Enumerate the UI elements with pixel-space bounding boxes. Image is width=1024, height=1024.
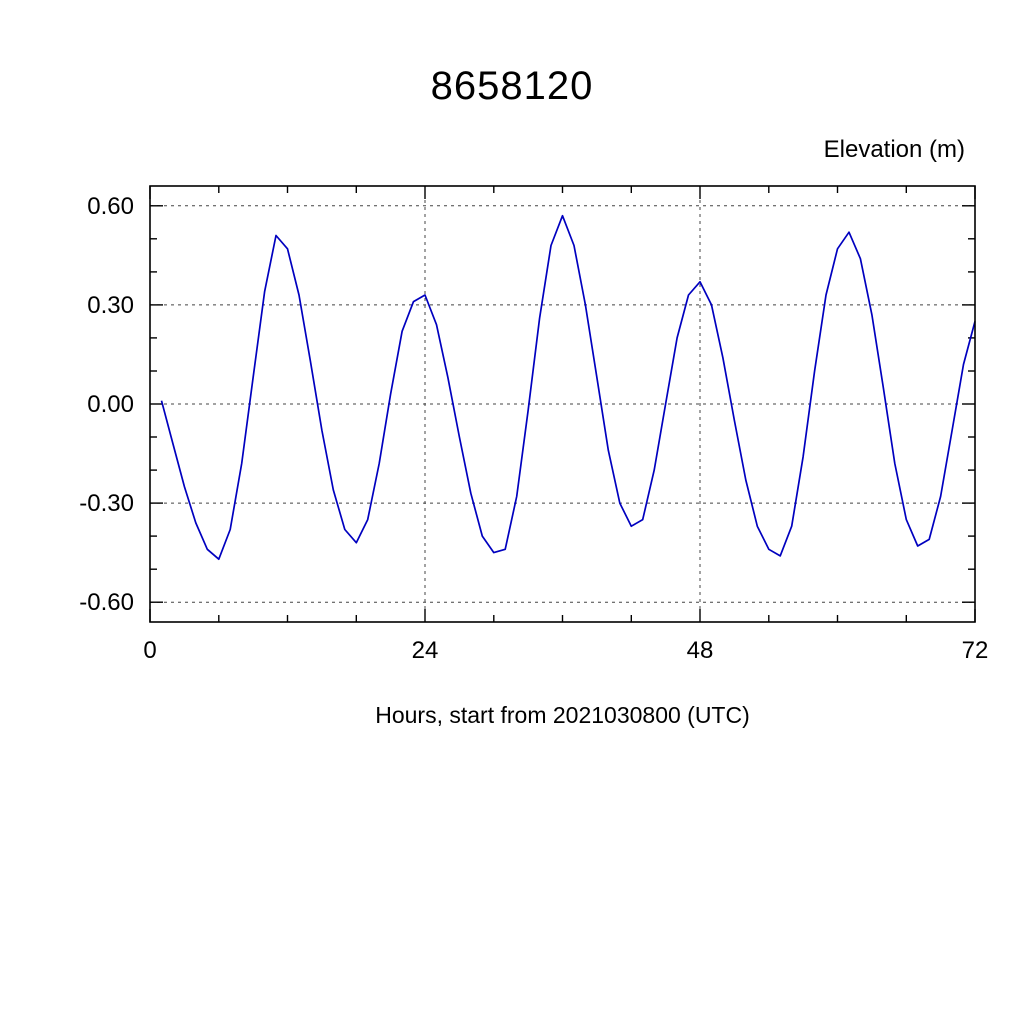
chart-title: 8658120 [430, 64, 594, 108]
tide-elevation-plot: 0 24 48 72 -0.60 -0.30 0.00 0.30 0.60 [79, 185, 989, 664]
elevation-series-line [160, 214, 976, 561]
x-tick-label: 0 [143, 637, 156, 664]
y-axis-title: Elevation (m) [823, 136, 965, 163]
x-tick-label: 48 [687, 637, 714, 664]
x-tick-label: 24 [412, 637, 439, 664]
x-tick-label: 72 [962, 637, 989, 664]
y-tick-label: -0.30 [79, 490, 134, 517]
x-axis-title: Hours, start from 2021030800 (UTC) [375, 702, 750, 728]
plot-frame [149, 185, 976, 623]
y-tick-label: 0.30 [87, 292, 134, 319]
y-tick-label: -0.60 [79, 589, 134, 616]
y-tick-label: 0.60 [87, 193, 134, 220]
y-tick-label: 0.00 [87, 391, 134, 418]
